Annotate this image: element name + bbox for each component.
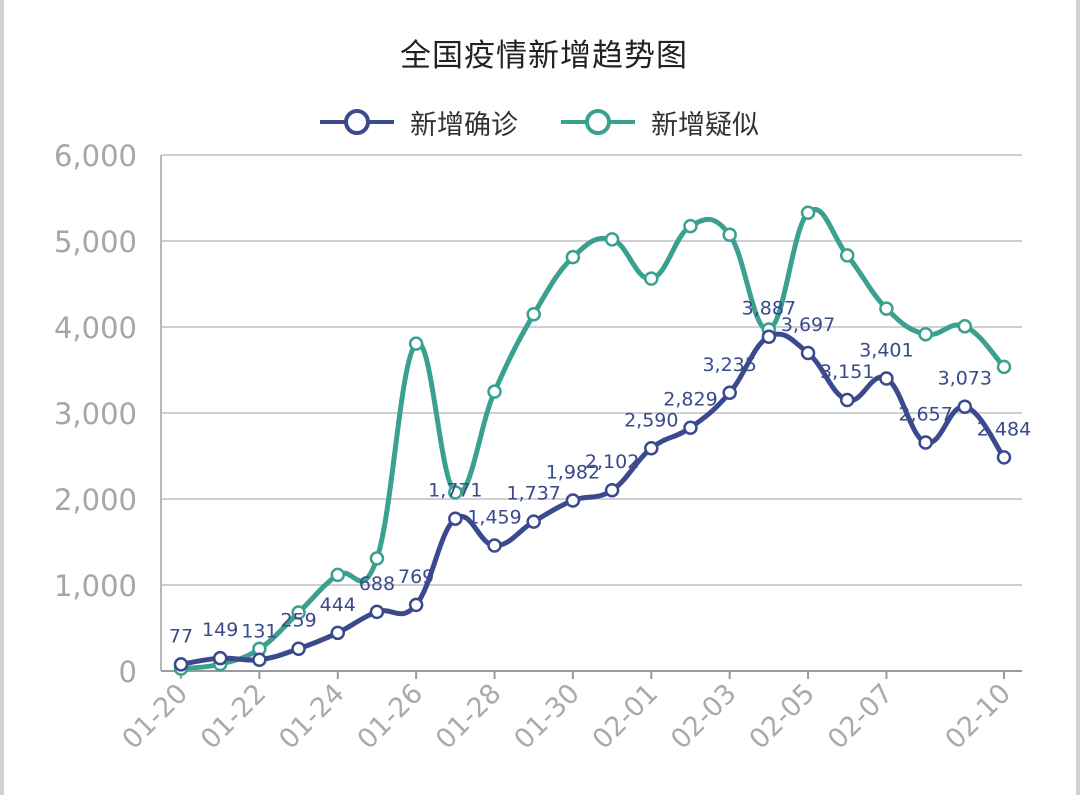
data-point-suspected	[879, 301, 894, 316]
data-label: 1,737	[507, 483, 561, 505]
data-point-confirmed	[408, 597, 424, 613]
data-label: 3,401	[859, 340, 913, 362]
x-tick-label: 01-22	[195, 678, 272, 755]
data-label: 2,829	[663, 389, 717, 411]
data-point-suspected	[369, 551, 385, 566]
data-label: 3,073	[938, 368, 992, 390]
y-tick-label: 6,000	[54, 139, 137, 173]
data-label: 1,459	[467, 507, 521, 529]
chart-title: 全国疫情新增趋势图	[400, 38, 688, 74]
data-label: 3,887	[742, 298, 796, 320]
y-tick-label: 5,000	[54, 225, 137, 259]
data-point-confirmed	[879, 371, 894, 386]
data-label: 1,982	[546, 462, 600, 484]
data-point-confirmed	[212, 650, 228, 666]
data-point-confirmed	[683, 420, 698, 435]
data-label: 149	[202, 619, 238, 641]
data-point-confirmed	[722, 385, 737, 401]
data-point-confirmed	[487, 538, 502, 553]
data-point-suspected	[604, 232, 620, 247]
data-point-suspected	[722, 227, 737, 243]
data-point-suspected	[800, 205, 816, 221]
legend-swatch-suspected	[561, 109, 635, 135]
data-point-confirmed	[800, 345, 816, 361]
data-point-confirmed	[761, 329, 777, 344]
data-label: 1,771	[428, 480, 482, 502]
x-tick-label: 02-07	[822, 678, 899, 755]
data-label: 3,697	[781, 314, 835, 336]
y-tick-label: 2,000	[54, 483, 137, 517]
y-tick-label: 1,000	[54, 569, 137, 603]
legend-swatch-confirmed	[320, 109, 394, 135]
data-point-confirmed	[565, 493, 581, 508]
data-point-suspected	[330, 567, 346, 583]
data-point-suspected	[957, 319, 973, 334]
data-point-confirmed	[330, 625, 346, 641]
series-line-confirmed	[180, 331, 1007, 667]
data-point-suspected	[683, 218, 698, 234]
data-point-suspected	[408, 336, 424, 351]
data-point-confirmed	[448, 511, 463, 526]
data-point-suspected	[487, 384, 502, 399]
data-label: 2,102	[585, 451, 639, 473]
legend-item-suspected[interactable]: 新增疑似	[561, 100, 759, 144]
legend-label-confirmed: 新增确诊	[410, 109, 518, 141]
data-label: 769	[398, 566, 434, 588]
data-point-suspected	[996, 359, 1012, 375]
data-point-confirmed	[526, 514, 541, 529]
data-point-confirmed	[252, 652, 267, 667]
x-tick-label: 01-24	[273, 678, 350, 755]
data-point-suspected	[918, 326, 933, 342]
x-tick-label: 01-30	[508, 678, 585, 755]
data-label: 2,590	[624, 409, 678, 431]
data-point-suspected	[448, 485, 463, 500]
data-point-confirmed	[369, 604, 385, 620]
data-point-confirmed	[996, 450, 1012, 465]
data-label: 131	[241, 621, 277, 643]
data-point-suspected	[644, 271, 659, 286]
data-point-suspected	[839, 248, 855, 263]
data-point-confirmed	[291, 641, 306, 656]
data-label: 3,151	[820, 361, 874, 383]
x-tick-label: 01-28	[430, 678, 507, 755]
y-tick-label: 4,000	[54, 311, 137, 345]
data-label: 259	[280, 610, 316, 632]
x-tick-label: 01-26	[352, 678, 429, 755]
data-point-suspected	[526, 307, 541, 322]
legend-label-suspected: 新增疑似	[651, 109, 759, 141]
data-point-confirmed	[604, 482, 620, 498]
data-point-confirmed	[173, 657, 189, 672]
data-point-confirmed	[839, 392, 855, 408]
legend: 新增确诊 新增疑似	[4, 100, 1080, 144]
data-label: 2,484	[977, 418, 1031, 440]
data-label: 444	[320, 594, 356, 616]
y-tick-label: 3,000	[54, 397, 137, 431]
data-label: 688	[359, 573, 395, 595]
x-tick-label: 02-05	[744, 678, 821, 755]
x-tick-label: 02-03	[665, 678, 742, 755]
legend-item-confirmed[interactable]: 新增确诊	[320, 100, 518, 144]
data-point-suspected	[291, 605, 306, 620]
x-tick-label: 02-01	[587, 678, 664, 755]
data-label: 77	[169, 625, 193, 647]
data-point-confirmed	[644, 441, 659, 456]
data-label: 2,657	[898, 403, 952, 425]
x-tick-label: 01-20	[117, 678, 194, 755]
x-tick-label: 02-10	[940, 678, 1017, 755]
data-point-confirmed	[918, 435, 933, 450]
data-label: 3,235	[702, 354, 756, 376]
series-line-suspected	[180, 207, 1006, 672]
data-point-confirmed	[957, 399, 973, 414]
data-point-suspected	[565, 249, 581, 265]
y-tick-label: 0	[119, 655, 137, 689]
